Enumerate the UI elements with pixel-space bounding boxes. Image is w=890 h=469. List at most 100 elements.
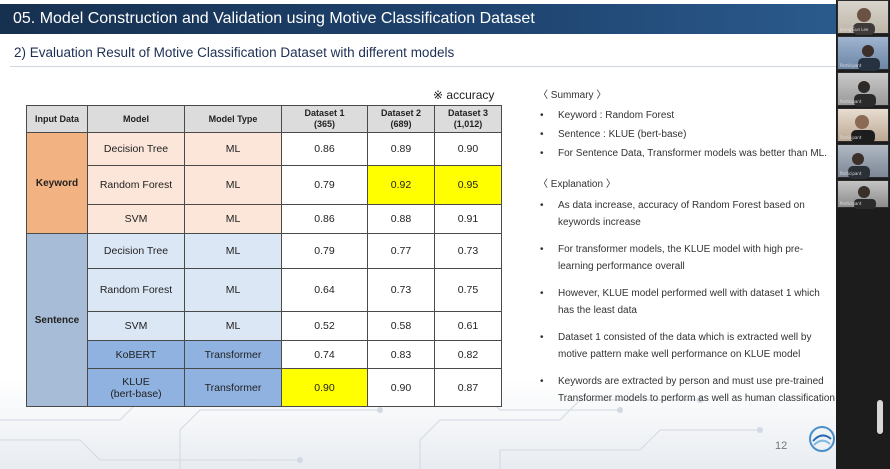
- explanation-list: As data increase, accuracy of Random For…: [538, 197, 836, 407]
- cell-dataset-3-highlighted: 0.95: [434, 165, 502, 205]
- header-dataset-1-count: (365): [313, 119, 335, 129]
- slide-subtitle: 2) Evaluation Result of Motive Classific…: [14, 45, 455, 60]
- cell-dataset-3: 0.73: [434, 233, 502, 269]
- participant-name: Participant: [840, 99, 862, 104]
- cell-dataset-2: 0.88: [367, 204, 435, 234]
- header-dataset-1-label: Dataset 1: [304, 108, 345, 118]
- cell-model-type: Transformer: [184, 340, 282, 369]
- list-item: However, KLUE model performed well with …: [538, 285, 836, 319]
- slide-title: 05. Model Construction and Validation us…: [13, 10, 535, 27]
- list-item: Keywords are extracted by person and mus…: [538, 373, 836, 407]
- cell-dataset-1: 0.79: [281, 233, 368, 269]
- presentation-slide: 05. Model Construction and Validation us…: [0, 0, 836, 469]
- cell-dataset-3: 0.61: [434, 311, 502, 341]
- cell-dataset-3: 0.91: [434, 204, 502, 234]
- table-row: Random Forest ML 0.64 0.73 0.75: [27, 268, 502, 312]
- cell-model: SVM: [87, 204, 185, 234]
- cell-dataset-3: 0.82: [434, 340, 502, 369]
- divider: [10, 66, 836, 67]
- cell-model: Random Forest: [87, 268, 185, 312]
- participant-tile[interactable]: Participant: [837, 72, 889, 107]
- cell-dataset-2: 0.83: [367, 340, 435, 369]
- participant-avatar: [854, 186, 876, 209]
- header-input-data: Input Data: [26, 105, 88, 133]
- participant-name: Participant: [840, 135, 862, 140]
- cell-dataset-2: 0.77: [367, 233, 435, 269]
- cell-model-type: ML: [184, 233, 282, 269]
- results-table: Input Data Model Model Type Dataset 1 (36…: [26, 105, 502, 407]
- participant-avatar: [848, 153, 870, 179]
- participant-name: Participant: [840, 171, 862, 176]
- cell-dataset-1: 0.64: [281, 268, 368, 312]
- cell-model-type: ML: [184, 268, 282, 312]
- participant-avatar: [858, 45, 880, 71]
- table-row: Sentence Decision Tree ML 0.79 0.77 0.73: [26, 233, 502, 407]
- cell-model-type: ML: [184, 165, 282, 205]
- university-logo-icon: [809, 426, 835, 452]
- header-dataset-3: Dataset 3 (1,012): [434, 105, 502, 133]
- cell-dataset-2: 0.58: [367, 311, 435, 341]
- participant-tile[interactable]: Participant: [837, 144, 889, 179]
- list-item: Sentence : KLUE (bert-base): [538, 126, 836, 143]
- cell-model: Decision Tree: [87, 233, 185, 269]
- slide-title-bar: 05. Model Construction and Validation us…: [0, 4, 836, 34]
- header-dataset-1: Dataset 1 (365): [281, 105, 368, 133]
- table-row: KoBERT Transformer 0.74 0.83 0.82: [27, 340, 502, 369]
- participant-avatar: [854, 81, 876, 107]
- summary-heading: 〈 Summary 〉: [538, 90, 607, 101]
- cell-dataset-3: 0.87: [434, 368, 502, 407]
- page-number: 12: [775, 440, 788, 452]
- cell-model-type: Transformer: [184, 368, 282, 407]
- cell-model: SVM: [87, 311, 185, 341]
- explanation-heading: 〈 Explanation 〉: [538, 179, 616, 190]
- cell-dataset-2: 0.90: [367, 368, 435, 407]
- header-dataset-2-count: (689): [390, 119, 412, 129]
- table-row: Keyword Decision Tree ML 0.86 0.89 0.90: [26, 132, 502, 234]
- accuracy-note: ※ accuracy: [433, 88, 495, 102]
- participant-name: Participant: [840, 63, 862, 68]
- group-keyword: Keyword: [26, 132, 88, 234]
- cell-model: KoBERT: [87, 340, 185, 369]
- participant-tile[interactable]: Participant: [837, 108, 889, 143]
- header-model-type: Model Type: [184, 105, 282, 133]
- participant-name: Participant: [840, 201, 862, 206]
- header-dataset-3-label: Dataset 3: [447, 108, 489, 118]
- list-item: For Sentence Data, Transformer models wa…: [538, 145, 836, 162]
- cell-model: KLUE (bert-base): [87, 368, 185, 407]
- table-row: SVM ML 0.52 0.58 0.61: [27, 311, 502, 341]
- cell-dataset-1: 0.79: [281, 165, 368, 205]
- header-dataset-2-label: Dataset 2: [380, 108, 422, 118]
- cell-model-type: ML: [184, 311, 282, 341]
- header-dataset-2: Dataset 2 (689): [367, 105, 435, 133]
- table-row: Random Forest ML 0.79 0.92 0.95: [27, 165, 502, 205]
- cell-dataset-3: 0.90: [434, 132, 502, 166]
- cell-dataset-2: 0.73: [367, 268, 435, 312]
- cell-model: Decision Tree: [87, 132, 185, 166]
- header-model: Model: [87, 105, 185, 133]
- participant-tile[interactable]: Jeong Eun Lee: [837, 0, 889, 35]
- list-item: Dataset 1 consisted of the data which is…: [538, 329, 836, 363]
- participant-tile[interactable]: Participant: [837, 180, 889, 209]
- cell-model: Random Forest: [87, 165, 185, 205]
- cell-dataset-1-highlighted: 0.90: [281, 368, 368, 407]
- cell-model-type: ML: [184, 204, 282, 234]
- list-item: As data increase, accuracy of Random For…: [538, 197, 836, 231]
- participant-avatar: [853, 8, 875, 35]
- table-row: SVM ML 0.86 0.88 0.91: [27, 204, 502, 234]
- cell-dataset-3: 0.75: [434, 268, 502, 312]
- cell-model-type: ML: [184, 132, 282, 166]
- header-dataset-3-count: (1,012): [453, 119, 483, 129]
- table-row: KLUE (bert-base) Transformer 0.90 0.90 0.…: [27, 368, 502, 407]
- summary-list: Keyword : Random Forest Sentence : KLUE …: [538, 107, 836, 162]
- list-item: Keyword : Random Forest: [538, 107, 836, 124]
- participant-avatar: [851, 115, 875, 143]
- cell-dataset-1: 0.86: [281, 204, 368, 234]
- participant-tile[interactable]: Participant: [837, 36, 889, 71]
- cell-model-name: KLUE: [122, 375, 150, 388]
- group-sentence: Sentence: [26, 233, 88, 407]
- cell-dataset-1: 0.86: [281, 132, 368, 166]
- participant-name: Jeong Eun Lee: [840, 27, 869, 32]
- cell-dataset-1: 0.52: [281, 311, 368, 341]
- video-panel-scrollbar[interactable]: [877, 400, 883, 434]
- table-header-row: Input Data Model Model Type Dataset 1 (36…: [26, 105, 502, 133]
